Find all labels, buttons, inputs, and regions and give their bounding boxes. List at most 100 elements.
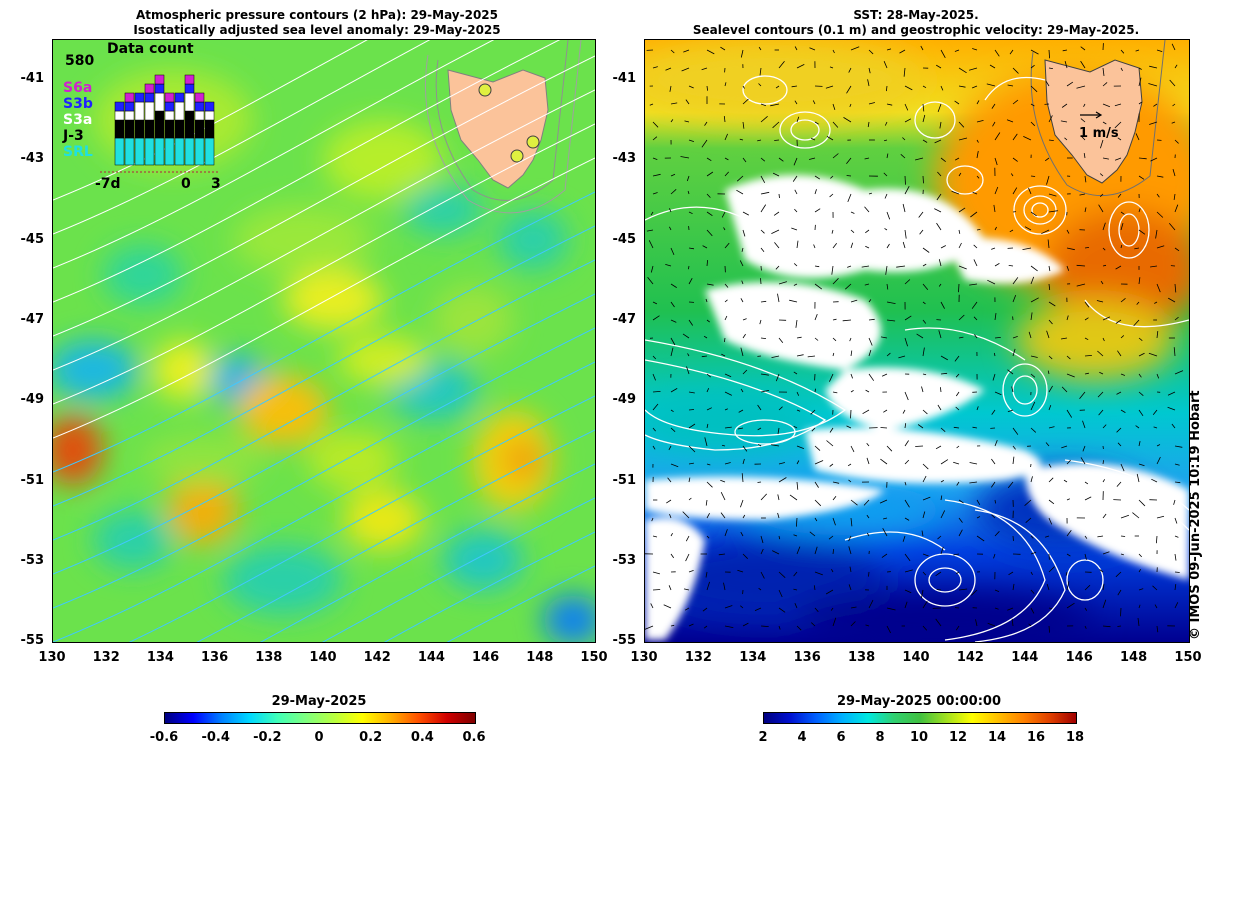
credit-text: © IMOS 09-Jun-2025 10:19 Hobart (1188, 640, 1208, 900)
data-count-bar (155, 84, 164, 93)
right-y-tick: -49 (596, 392, 636, 407)
data-count-bar (125, 138, 134, 165)
data-count-bar (165, 138, 174, 165)
sst-map: 1 m/s (644, 39, 1190, 643)
velocity-arrow (869, 572, 870, 577)
data-count-bar (145, 120, 154, 138)
data-count-inset: Data count 580 S6a S3b S3a J-3 SRL -7d 0… (55, 40, 225, 190)
tide-gauge-marker (479, 84, 491, 96)
right-y-tick: -55 (596, 633, 636, 648)
tide-gauge-marker (527, 136, 539, 148)
velocity-scale-label: 1 m/s (1079, 126, 1119, 141)
velocity-arrow (915, 446, 923, 447)
right-cb-tick: 18 (1055, 730, 1095, 745)
right-cb-tick: 12 (938, 730, 978, 745)
data-count-bar (165, 93, 174, 102)
left-y-tick: -55 (4, 633, 44, 648)
velocity-arrow (959, 284, 960, 292)
data-count-bar (185, 84, 194, 93)
left-title-line1: Atmospheric pressure contours (2 hPa): 2… (52, 8, 582, 23)
data-count-bar (145, 84, 154, 93)
right-title-line1: SST: 28-May-2025. (644, 8, 1188, 23)
data-count-bar (145, 102, 154, 120)
data-count-bar (155, 93, 164, 111)
velocity-arrow (923, 176, 924, 183)
right-x-tick: 132 (678, 650, 718, 665)
right-x-tick: 148 (1114, 650, 1154, 665)
data-count-bar (155, 111, 164, 138)
data-count-bar (185, 75, 194, 84)
left-cb-tick: 0.4 (402, 730, 442, 745)
velocity-arrow (758, 482, 762, 483)
data-count-bar (145, 93, 154, 102)
velocity-arrow (774, 140, 779, 141)
left-x-tick: 148 (520, 650, 560, 665)
right-map-title: SST: 28-May-2025. Sealevel contours (0.1… (644, 8, 1188, 38)
inset-x-start: -7d (95, 176, 121, 192)
left-cb-tick: 0 (299, 730, 339, 745)
right-y-tick: -53 (596, 553, 636, 568)
right-title-line2: Sealevel contours (0.1 m) and geostrophi… (644, 23, 1188, 38)
sea-level-anomaly-map: Data count 580 S6a S3b S3a J-3 SRL -7d 0… (52, 39, 596, 643)
velocity-arrow (847, 176, 851, 177)
data-count-bar (195, 102, 204, 111)
data-count-bar (135, 120, 144, 138)
right-x-tick: 146 (1059, 650, 1099, 665)
velocity-arrow (653, 590, 660, 591)
data-count-bar (185, 111, 194, 138)
left-x-tick: 140 (303, 650, 343, 665)
left-x-tick: 134 (140, 650, 180, 665)
right-y-tick: -41 (596, 71, 636, 86)
data-count-bar (195, 111, 204, 120)
left-cb-tick: -0.6 (144, 730, 184, 745)
left-x-tick: 130 (32, 650, 72, 665)
velocity-arrow (905, 176, 906, 185)
data-count-bar (175, 120, 184, 138)
velocity-arrow (689, 410, 694, 411)
inset-x-end: 3 (211, 176, 221, 192)
left-cb-tick: -0.4 (196, 730, 236, 745)
left-colorbar-title: 29-May-2025 (164, 694, 474, 709)
left-y-tick: -47 (4, 312, 44, 327)
right-x-tick: 134 (733, 650, 773, 665)
data-count-bar (145, 138, 154, 165)
left-map-title: Atmospheric pressure contours (2 hPa): 2… (52, 8, 582, 38)
left-y-tick: -45 (4, 232, 44, 247)
data-count-bar (165, 102, 174, 111)
velocity-arrow (1013, 536, 1014, 541)
data-count-bar (185, 138, 194, 165)
left-title-line2: Isostatically adjusted sea level anomaly… (52, 23, 582, 38)
data-count-bar (135, 93, 144, 102)
velocity-arrow (761, 278, 762, 284)
right-cb-tick: 10 (899, 730, 939, 745)
data-count-bar (205, 111, 214, 120)
right-x-tick: 138 (842, 650, 882, 665)
right-x-tick: 142 (950, 650, 990, 665)
velocity-arrow (937, 590, 941, 591)
left-x-tick: 142 (357, 650, 397, 665)
left-cb-tick: 0.2 (351, 730, 391, 745)
data-count-bar (185, 93, 194, 111)
right-cb-tick: 8 (860, 730, 900, 745)
right-colorbar (763, 712, 1077, 724)
left-cb-tick: 0.6 (454, 730, 494, 745)
right-y-tick: -43 (596, 151, 636, 166)
velocity-arrow (1121, 608, 1122, 616)
right-y-tick: -51 (596, 473, 636, 488)
left-x-tick: 146 (466, 650, 506, 665)
right-x-tick: 144 (1005, 650, 1045, 665)
data-count-bar (165, 111, 174, 120)
data-count-bar (195, 93, 204, 102)
data-count-bar (205, 102, 214, 111)
data-count-bar (205, 120, 214, 138)
data-count-bar (135, 102, 144, 120)
data-count-bar (115, 120, 124, 138)
data-count-bar (125, 111, 134, 120)
data-count-bar (155, 138, 164, 165)
right-cb-tick: 6 (821, 730, 861, 745)
data-count-bar (195, 138, 204, 165)
left-x-tick: 144 (411, 650, 451, 665)
velocity-arrow (1117, 626, 1121, 627)
left-y-tick: -53 (4, 553, 44, 568)
right-x-tick: 130 (624, 650, 664, 665)
